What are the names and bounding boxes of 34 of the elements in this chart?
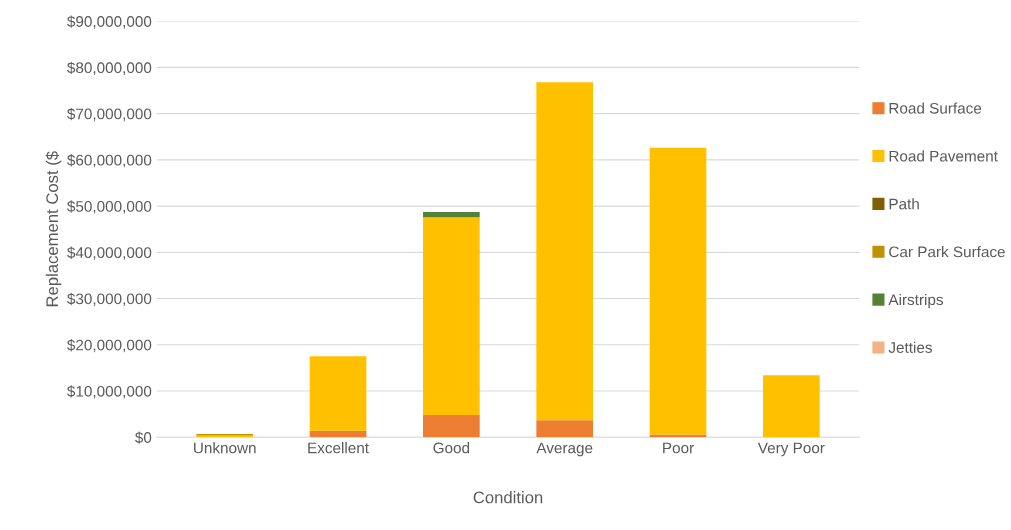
x-tick-label: Average [536, 442, 593, 457]
bar [536, 420, 594, 438]
y-tick-label: $30,000,000 [67, 292, 152, 307]
y-tick-label: $80,000,000 [67, 61, 152, 75]
y-tick-label: $60,000,000 [67, 154, 152, 168]
bar [423, 217, 480, 416]
y-axis-title: Replacement Cost ($ [45, 151, 62, 307]
y-tick-label: $50,000,000 [67, 200, 152, 214]
bar [763, 375, 820, 438]
bar [536, 82, 594, 421]
y-tick-label: $40,000,000 [67, 246, 152, 260]
x-axis-title: Condition [473, 491, 543, 504]
x-tick-label: Good [433, 442, 470, 454]
legend-label: Path [889, 198, 919, 210]
y-tick-label: $20,000,000 [67, 339, 152, 353]
legend-label: Road Surface [889, 102, 982, 114]
bar [649, 434, 707, 438]
legend-label: Road Pavement [889, 150, 998, 162]
y-tick-label: $0 [135, 431, 152, 444]
y-tick-label: $90,000,000 [67, 15, 152, 29]
x-tick-label: Excellent [308, 442, 369, 454]
legend-label: Car Park Surface [889, 246, 1005, 258]
x-tick-label: Unknown [194, 442, 256, 454]
x-tick-label: Poor [663, 442, 694, 454]
legend-label: Airstrips [888, 293, 943, 309]
bar [423, 212, 480, 218]
bar [423, 415, 480, 438]
bar [309, 356, 367, 431]
bar [309, 430, 367, 438]
y-tick-label: $10,000,000 [67, 385, 152, 399]
x-tick-label: Very Poor [757, 442, 825, 457]
legend-label: Jetties [888, 341, 932, 353]
y-tick-label: $70,000,000 [67, 107, 152, 122]
bar [649, 147, 707, 435]
